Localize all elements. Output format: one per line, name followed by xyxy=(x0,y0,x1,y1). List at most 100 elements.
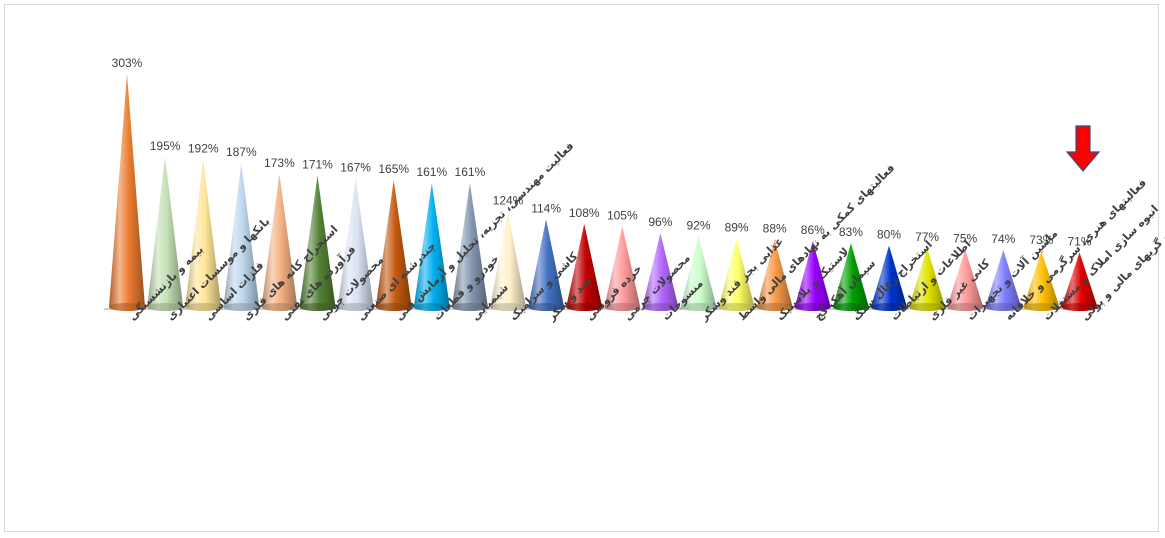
cone-bar xyxy=(451,183,488,311)
cone-bar xyxy=(185,159,222,311)
cone-bar-body xyxy=(451,183,488,311)
cone-bar-base xyxy=(642,303,679,311)
cone-bar-body xyxy=(261,173,298,311)
cone-bar-body xyxy=(947,249,984,311)
cone-bar-base xyxy=(375,303,412,311)
cone-bar-body xyxy=(680,236,717,311)
data-label: 105% xyxy=(607,208,638,222)
data-label: 192% xyxy=(188,141,219,155)
cone-bar-base xyxy=(185,303,222,311)
cone-bar-base xyxy=(1061,303,1098,311)
cone-bar-base xyxy=(718,303,755,311)
data-label: 92% xyxy=(686,218,710,232)
cone-bar-base xyxy=(756,303,793,311)
cone-bar xyxy=(1023,250,1060,311)
cone-bar-base xyxy=(680,303,717,311)
cone-bar-base xyxy=(528,303,565,311)
data-label: 195% xyxy=(150,139,181,153)
cone-bar-body xyxy=(642,233,679,311)
data-label: 75% xyxy=(953,231,977,245)
cone-bar-body xyxy=(985,250,1022,311)
data-label: 124% xyxy=(493,194,524,208)
cone-bar xyxy=(642,233,679,311)
cone-bar xyxy=(375,180,412,311)
cone-bar-body xyxy=(337,178,374,311)
cone-bar xyxy=(490,211,526,311)
cone-bar-body xyxy=(1023,250,1060,311)
cone-bar-body xyxy=(528,219,565,311)
cone-bar xyxy=(299,175,336,311)
data-label: 89% xyxy=(725,221,749,235)
cone-bar-base xyxy=(909,303,946,311)
cone-bar-body xyxy=(718,238,755,311)
cone-bar-body xyxy=(413,183,450,311)
cone-bar xyxy=(1061,252,1098,311)
cone-bar-body xyxy=(794,240,831,311)
cone-bar-body xyxy=(223,163,260,311)
cone-bar-base xyxy=(566,303,603,311)
data-label: 73% xyxy=(1029,233,1053,247)
cone-bar-body xyxy=(566,223,603,311)
cone-bar-body xyxy=(490,211,526,311)
data-label: 86% xyxy=(801,223,825,237)
cone-bar-body xyxy=(1061,252,1098,311)
cone-bar xyxy=(985,250,1022,311)
cone-bar xyxy=(566,223,603,311)
data-label: 161% xyxy=(455,165,486,179)
cone-bar-body xyxy=(185,159,222,311)
cone-bar xyxy=(109,74,145,311)
cone-bar xyxy=(680,236,717,311)
data-label: 96% xyxy=(648,215,672,229)
cone-bar xyxy=(528,219,565,311)
cone-bar-body xyxy=(756,239,793,311)
cone-bar xyxy=(261,173,298,311)
cone-bar-body xyxy=(604,226,641,311)
cone-bar xyxy=(756,239,793,311)
data-label: 88% xyxy=(763,221,787,235)
data-label: 74% xyxy=(991,232,1015,246)
data-label: 71% xyxy=(1067,234,1091,248)
cone-bar xyxy=(337,178,374,311)
cone-bar xyxy=(947,249,984,311)
cone-bar-body xyxy=(871,245,907,311)
cone-bar-base xyxy=(451,303,488,311)
cone-bar-body xyxy=(147,157,184,311)
cone-bar-base xyxy=(337,303,374,311)
cone-bar-base xyxy=(109,303,145,311)
cone-bar xyxy=(909,247,946,311)
cone-bar xyxy=(604,226,641,311)
data-label: 161% xyxy=(416,165,447,179)
cone-bar xyxy=(718,238,755,311)
cone-bar-base xyxy=(794,303,831,311)
cone-bar-base xyxy=(147,303,184,311)
cone-bar xyxy=(794,240,831,311)
cone-bar-base xyxy=(299,303,336,311)
data-label: 303% xyxy=(112,56,143,70)
data-label: 173% xyxy=(264,156,295,170)
cone-bar xyxy=(832,243,869,311)
data-label: 171% xyxy=(302,158,333,172)
data-label: 77% xyxy=(915,230,939,244)
cone-bar xyxy=(871,245,907,311)
cone-bar-body xyxy=(909,247,946,311)
data-label: 165% xyxy=(378,162,409,176)
data-label: 167% xyxy=(340,161,371,175)
cone-bar-base xyxy=(261,303,298,311)
cone-bar xyxy=(223,163,260,311)
cone-bar-body xyxy=(109,74,145,311)
cone-bar-base xyxy=(985,303,1022,311)
data-label: 114% xyxy=(531,201,561,215)
cone-bar-base xyxy=(223,303,260,311)
data-label: 108% xyxy=(569,206,600,220)
cone-bar xyxy=(147,157,184,311)
cone-bar-base xyxy=(604,303,641,311)
cone-bar-base xyxy=(947,303,984,311)
red-down-arrow-icon xyxy=(1065,125,1101,172)
cone-bar-base xyxy=(871,303,907,311)
cone-bar-base xyxy=(1023,303,1060,311)
cone-bar-base xyxy=(490,303,526,311)
cone-bar-base xyxy=(832,303,869,311)
cone-bar-body xyxy=(299,175,336,311)
data-label: 187% xyxy=(226,145,257,159)
